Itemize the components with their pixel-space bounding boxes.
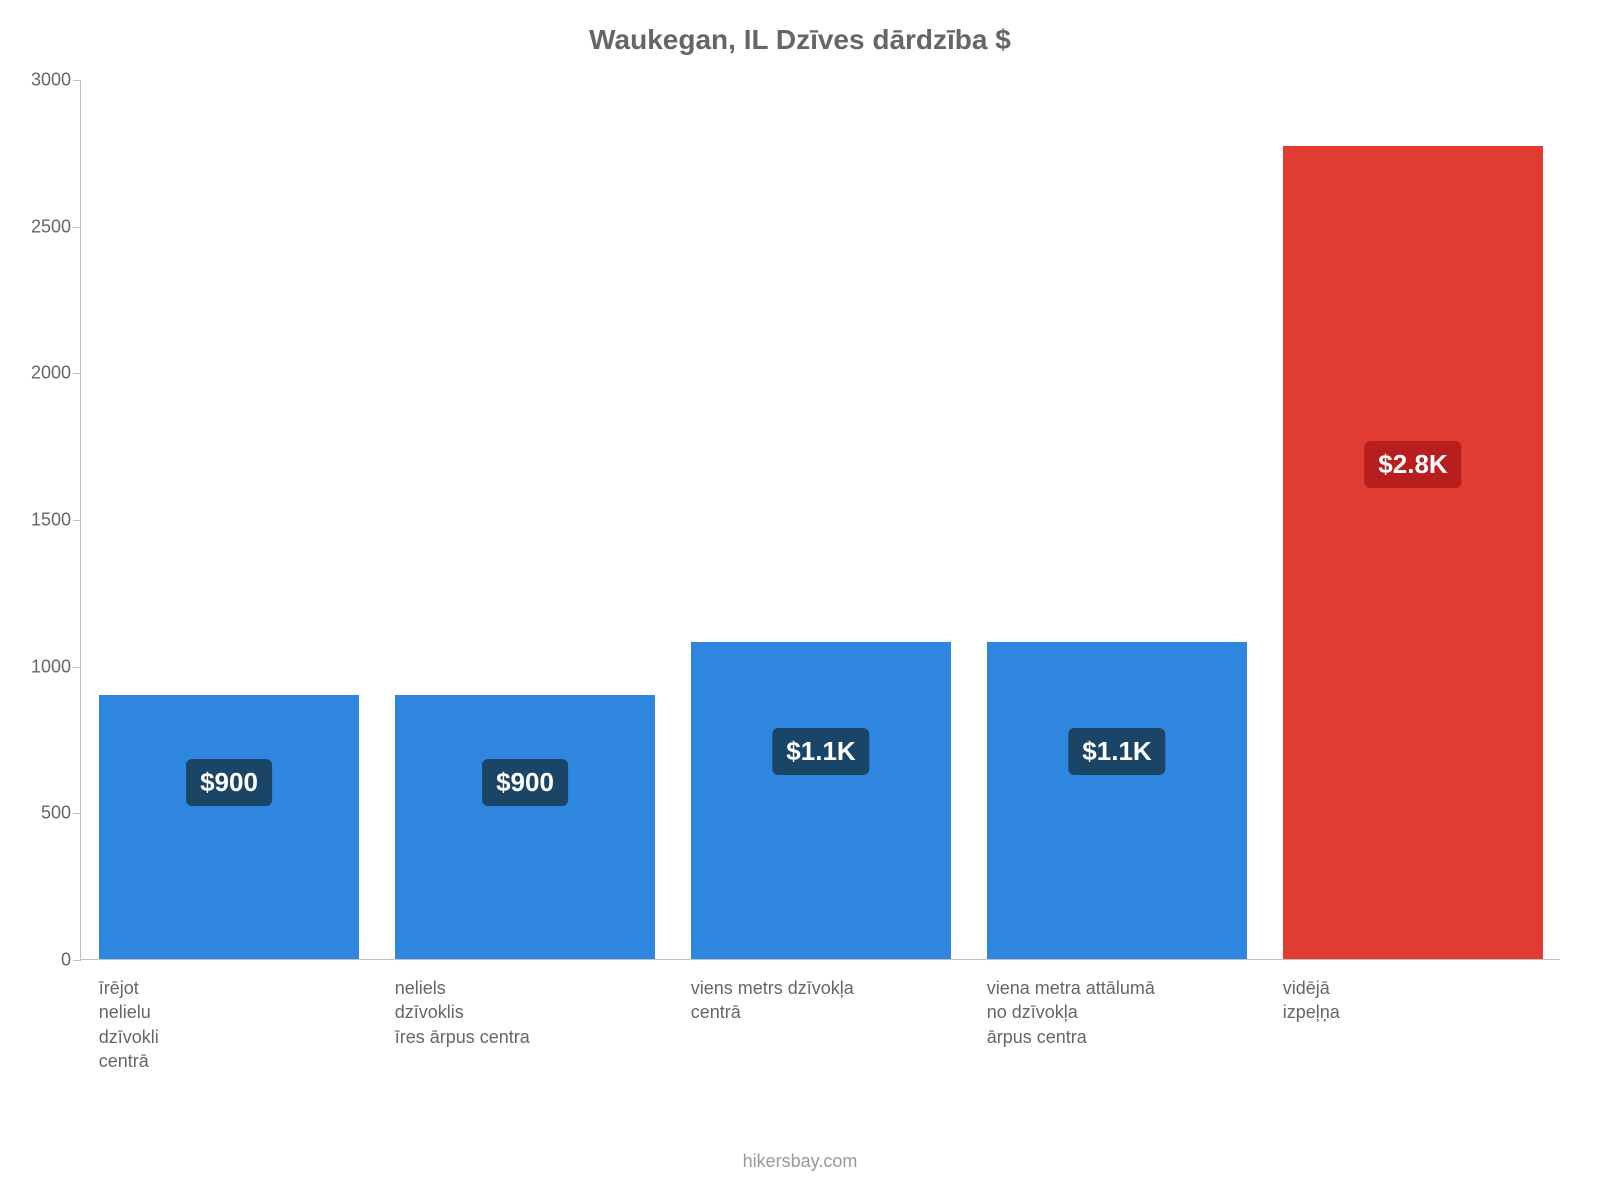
chart-footer: hikersbay.com [0, 1151, 1600, 1172]
y-tick-mark [73, 960, 81, 961]
x-category-label: vidējā izpeļņa [1283, 976, 1543, 1025]
chart-container: Waukegan, IL Dzīves dārdzība $ 050010001… [0, 0, 1600, 1200]
bar-value-label: $900 [482, 759, 568, 806]
x-category-label: neliels dzīvoklis īres ārpus centra [395, 976, 655, 1049]
y-tick-mark [73, 813, 81, 814]
plot-area: 050010001500200025003000$900īrējot nelie… [80, 80, 1560, 960]
bar [99, 695, 359, 959]
y-tick-mark [73, 373, 81, 374]
x-category-label: viens metrs dzīvokļa centrā [691, 976, 951, 1025]
y-tick-mark [73, 227, 81, 228]
x-category-label: īrējot nelielu dzīvokli centrā [99, 976, 359, 1073]
y-tick-mark [73, 667, 81, 668]
bar-value-label: $2.8K [1364, 441, 1461, 488]
chart-title: Waukegan, IL Dzīves dārdzība $ [0, 24, 1600, 56]
bar [691, 642, 951, 959]
bar-value-label: $1.1K [772, 728, 869, 775]
bar [1283, 146, 1543, 959]
bar-value-label: $900 [186, 759, 272, 806]
y-tick-mark [73, 520, 81, 521]
x-category-label: viena metra attālumā no dzīvokļa ārpus c… [987, 976, 1247, 1049]
bar [987, 642, 1247, 959]
bar-value-label: $1.1K [1068, 728, 1165, 775]
y-tick-mark [73, 80, 81, 81]
bar [395, 695, 655, 959]
